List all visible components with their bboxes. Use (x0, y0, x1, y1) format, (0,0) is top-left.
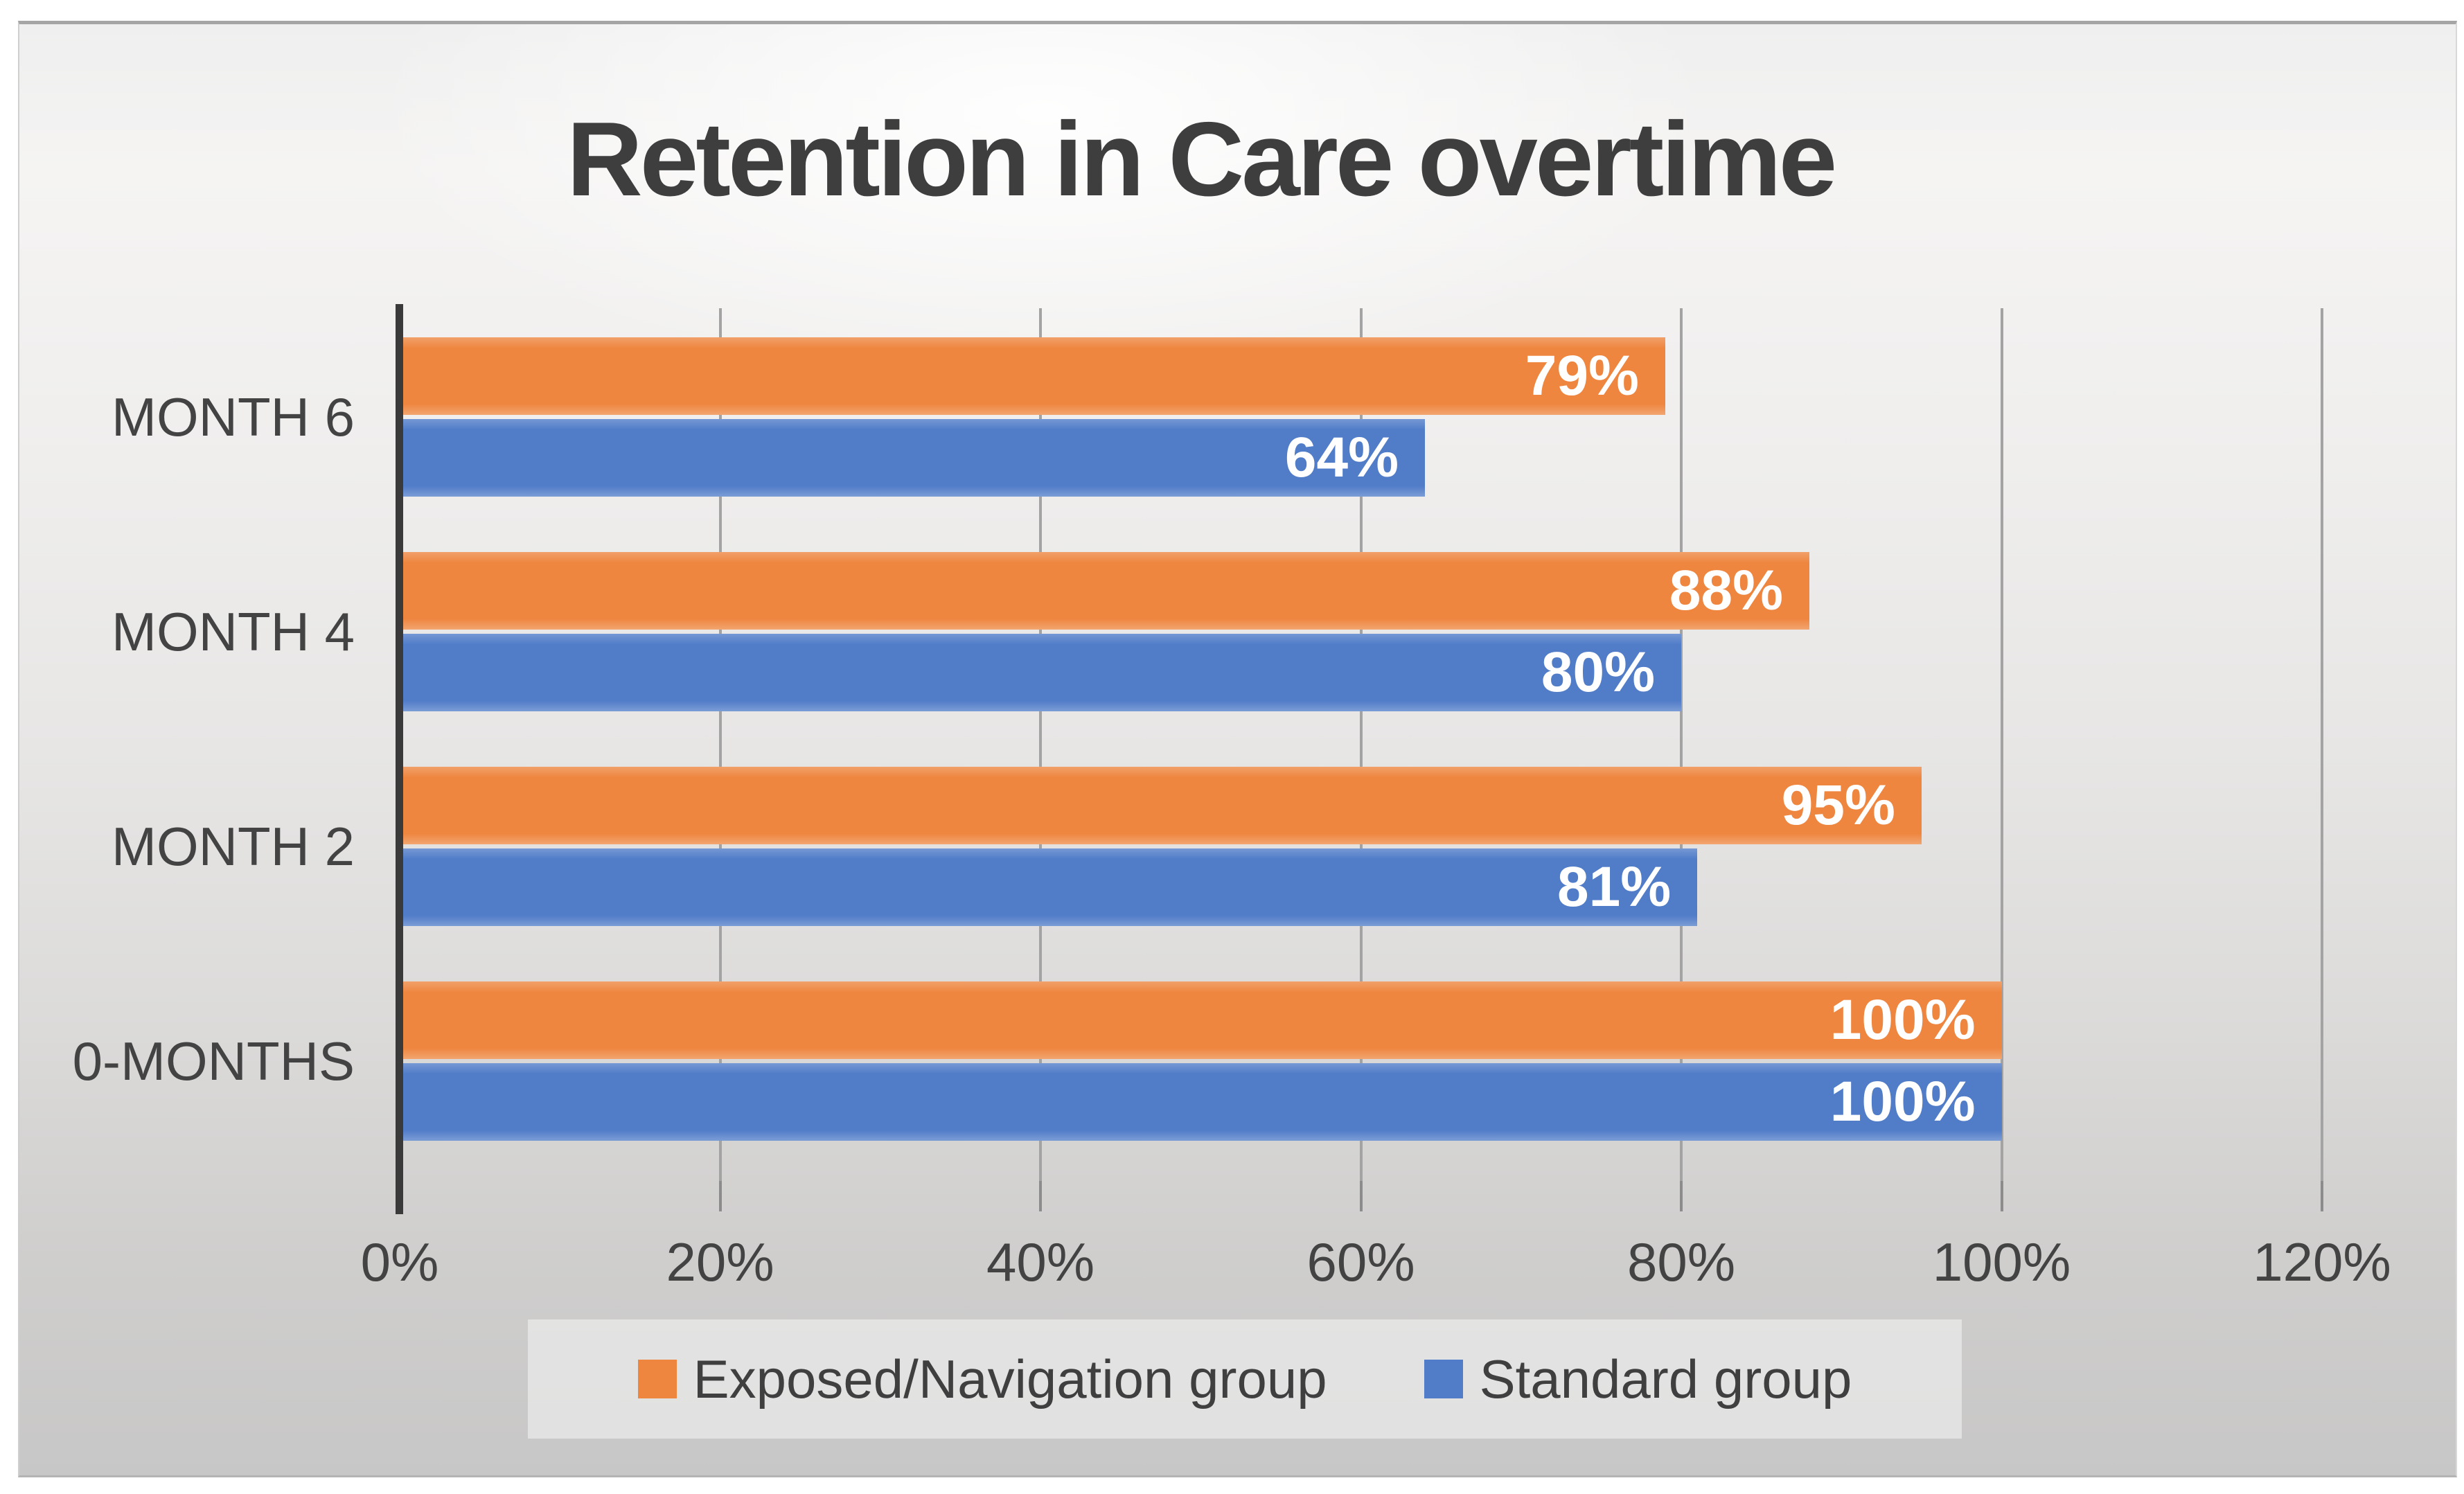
bar-exposed-navigation-group-month-4: 88% (403, 552, 1809, 630)
bar-standard-group-month-2: 81% (403, 848, 1698, 926)
gridline (1039, 308, 1042, 1181)
category-label: MONTH 4 (112, 601, 355, 662)
gridline (1680, 308, 1683, 1181)
gridline (718, 308, 722, 1181)
bar-standard-group-0-months: 100% (403, 1063, 2002, 1141)
bar-exposed-navigation-group-month-2: 95% (403, 767, 1922, 844)
bar-value-label: 81% (1557, 855, 1672, 918)
bar-value-label: 100% (1829, 988, 1976, 1051)
x-axis-tick-label: 40% (986, 1231, 1095, 1292)
axis-tick (1680, 1181, 1683, 1211)
legend-marker-square-icon (637, 1360, 677, 1398)
bar-value-label: 80% (1541, 641, 1655, 704)
category-label: MONTH 6 (112, 386, 355, 447)
x-axis-tick-label: 20% (666, 1231, 774, 1292)
legend-item-standard-group: Standard group (1424, 1348, 1852, 1411)
bar-exposed-navigation-group-0-months: 100% (403, 981, 2002, 1059)
bar-exposed-navigation-group-month-6: 79% (403, 337, 1665, 415)
axis-tick (2000, 1181, 2003, 1211)
bar-value-label: 88% (1669, 559, 1783, 622)
chart-canvas: Retention in Care overtime 79% 64% 88% 80% 9… (18, 21, 2457, 1477)
gridline (2000, 308, 2003, 1181)
legend-item-exposed-navigation-group: Exposed/Navigation group (637, 1348, 1327, 1411)
legend-label: Standard group (1479, 1348, 1852, 1409)
bar-value-label: 95% (1781, 774, 1895, 837)
bar-standard-group-month-6: 64% (403, 419, 1425, 497)
bar-value-label: 79% (1525, 344, 1639, 407)
bar-value-label: 64% (1284, 426, 1399, 489)
chart-title: Retention in Care overtime (567, 100, 1837, 218)
y-axis-line (396, 304, 403, 1214)
x-axis-tick-label: 60% (1306, 1231, 1415, 1292)
bar-standard-group-month-4: 80% (403, 634, 1681, 711)
x-axis-tick-label: 120% (2253, 1231, 2391, 1292)
x-axis-tick-label: 0% (360, 1231, 439, 1292)
legend-marker-square-icon (1424, 1360, 1463, 1398)
category-label: 0-MONTHS (72, 1031, 355, 1092)
legend: Exposed/Navigation group Standard group (528, 1319, 1962, 1439)
x-axis-tick-label: 80% (1627, 1231, 1736, 1292)
x-axis-tick-label: 100% (1932, 1231, 2071, 1292)
bar-value-label: 100% (1829, 1070, 1976, 1133)
legend-label: Exposed/Navigation group (693, 1348, 1327, 1409)
gridline (2321, 308, 2323, 1181)
category-label: MONTH 2 (112, 816, 355, 877)
gridline (1359, 308, 1363, 1181)
axis-tick (718, 1181, 722, 1211)
axis-tick (2321, 1181, 2323, 1211)
axis-tick (1359, 1181, 1363, 1211)
axis-tick (1039, 1181, 1042, 1211)
